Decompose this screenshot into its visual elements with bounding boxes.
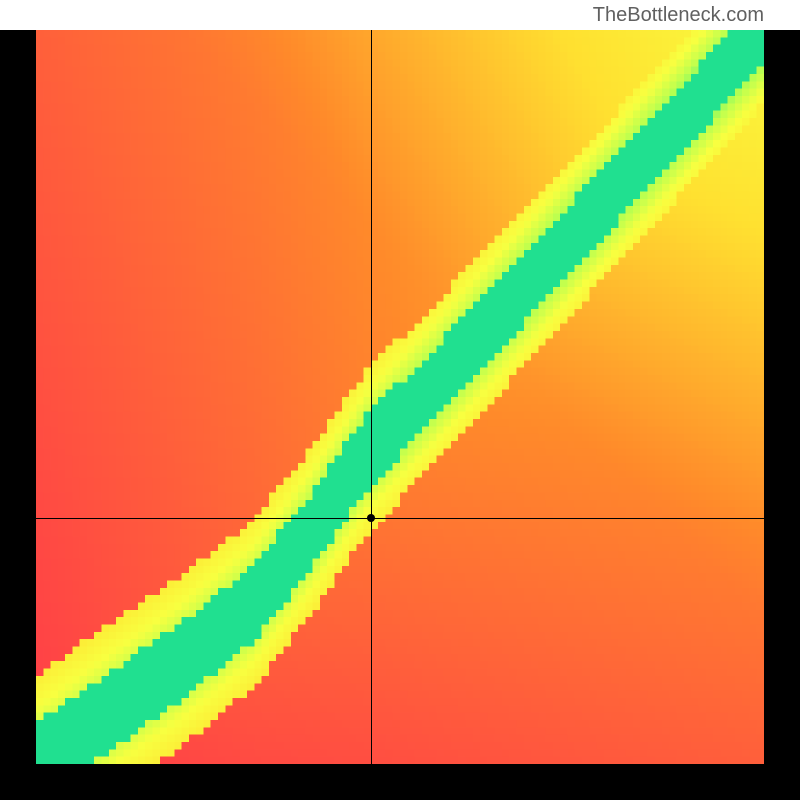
heatmap-canvas — [36, 30, 764, 764]
plot-container — [0, 30, 800, 800]
header-bar: TheBottleneck.com — [0, 0, 800, 30]
heatmap-plot — [36, 30, 764, 764]
watermark-text: TheBottleneck.com — [593, 4, 764, 27]
